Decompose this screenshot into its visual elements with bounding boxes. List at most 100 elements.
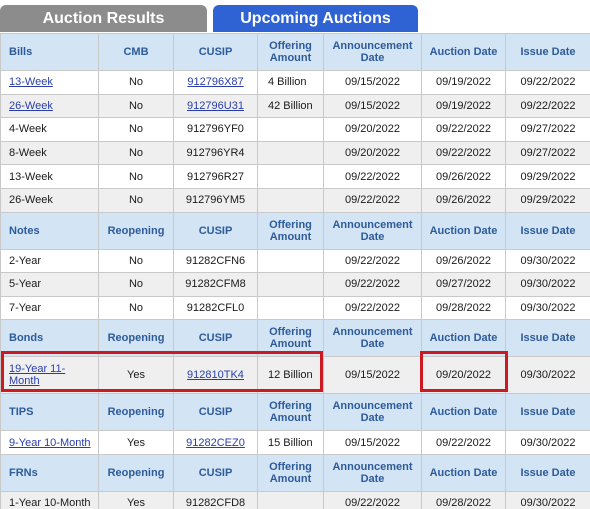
tab-auction-results[interactable]: Auction Results xyxy=(0,5,207,32)
auction-tabs: Auction Results Upcoming Auctions xyxy=(0,0,590,33)
flag-cell: No xyxy=(98,70,174,95)
cusip-cell: 912796YF0 xyxy=(173,117,258,142)
cusip-link[interactable]: 912810TK4 xyxy=(187,369,244,382)
table-row: 13-Week No 912796X87 4 Billion 09/15/2022 09/… xyxy=(0,70,590,95)
flag-cell: Yes xyxy=(98,490,174,509)
auction-date-cell: 09/20/2022 xyxy=(421,356,506,395)
auction-date-cell: 09/19/2022 xyxy=(421,70,506,95)
table-row: 4-Week No 912796YF0 09/20/2022 09/22/2022 09/… xyxy=(0,117,590,142)
announcement-date-header: Announcement Date xyxy=(323,211,422,250)
security-term-link[interactable]: 19-Year 11-Month xyxy=(9,363,66,388)
cusip-header: CUSIP xyxy=(173,393,258,432)
term-cell: 8-Week xyxy=(0,140,99,166)
table-row: 26-Week No 912796YM5 09/22/2022 09/26/2022 09… xyxy=(0,187,590,213)
table-row: 8-Week No 912796YR4 09/20/2022 09/22/2022 09/… xyxy=(0,140,590,166)
auction-date-header: Auction Date xyxy=(421,319,506,358)
flag-header: Reopening xyxy=(98,211,174,250)
offering-amount-cell: 4 Billion xyxy=(257,70,324,95)
offering-amount-header: Offering Amount xyxy=(257,33,324,71)
announcement-date-cell: 09/22/2022 xyxy=(323,295,422,321)
term-cell: 13-Week xyxy=(0,70,99,95)
cusip-cell: 912810TK4 xyxy=(173,356,258,395)
offering-amount-cell xyxy=(257,490,324,509)
auction-date-header: Auction Date xyxy=(421,33,506,71)
offering-amount-cell xyxy=(257,295,324,321)
cusip-header: CUSIP xyxy=(173,211,258,250)
auction-date-cell: 09/19/2022 xyxy=(421,93,506,119)
tab-upcoming-auctions[interactable]: Upcoming Auctions xyxy=(213,5,418,32)
announcement-date-header: Announcement Date xyxy=(323,453,422,492)
announcement-date-cell: 09/20/2022 xyxy=(323,117,422,142)
issue-date-cell: 09/30/2022 xyxy=(505,272,590,297)
cusip-cell: 91282CEZ0 xyxy=(173,430,258,455)
flag-header: Reopening xyxy=(98,393,174,432)
announcement-date-cell: 09/22/2022 xyxy=(323,272,422,297)
cusip-header: CUSIP xyxy=(173,33,258,71)
offering-amount-cell xyxy=(257,248,324,274)
announcement-date-header: Announcement Date xyxy=(323,33,422,71)
announcement-date-cell: 09/15/2022 xyxy=(323,70,422,95)
cusip-cell: 91282CFL0 xyxy=(173,295,258,321)
auction-date-cell: 09/22/2022 xyxy=(421,430,506,455)
table-row: 5-Year No 91282CFM8 09/22/2022 09/27/2022 09/… xyxy=(0,272,590,297)
flag-cell: No xyxy=(98,140,174,166)
issue-date-cell: 09/22/2022 xyxy=(505,93,590,119)
security-term-link[interactable]: 26-Week xyxy=(9,99,53,112)
issue-date-header: Issue Date xyxy=(505,319,590,358)
issue-date-header: Issue Date xyxy=(505,211,590,250)
offering-amount-cell xyxy=(257,140,324,166)
section-header-row: Notes Reopening CUSIP Offering Amount Announ… xyxy=(0,211,590,250)
cusip-cell: 912796YM5 xyxy=(173,187,258,213)
security-term-link[interactable]: 9-Year 10-Month xyxy=(9,436,91,449)
security-type-header: Bonds xyxy=(0,319,99,358)
auction-date-cell: 09/22/2022 xyxy=(421,140,506,166)
offering-amount-cell xyxy=(257,187,324,213)
announcement-date-cell: 09/15/2022 xyxy=(323,356,422,395)
flag-cell: No xyxy=(98,272,174,297)
announcement-date-cell: 09/20/2022 xyxy=(323,140,422,166)
auction-date-header: Auction Date xyxy=(421,211,506,250)
flag-header: CMB xyxy=(98,33,174,71)
table-row: 7-Year No 91282CFL0 09/22/2022 09/28/2022 09/… xyxy=(0,295,590,321)
auction-date-cell: 09/26/2022 xyxy=(421,248,506,274)
auction-date-header: Auction Date xyxy=(421,393,506,432)
auction-date-cell: 09/28/2022 xyxy=(421,490,506,509)
announcement-date-header: Announcement Date xyxy=(323,319,422,358)
term-cell: 1-Year 10-Month xyxy=(0,490,99,509)
term-cell: 4-Week xyxy=(0,117,99,142)
flag-cell: No xyxy=(98,164,174,189)
security-term-link[interactable]: 13-Week xyxy=(9,76,53,89)
section-header-row: TIPS Reopening CUSIP Offering Amount Announc… xyxy=(0,393,590,432)
cusip-cell: 912796U31 xyxy=(173,93,258,119)
security-type-header: Bills xyxy=(0,33,99,71)
announcement-date-cell: 09/15/2022 xyxy=(323,430,422,455)
table-row: 9-Year 10-Month Yes 91282CEZ0 15 Billion 09/… xyxy=(0,430,590,455)
offering-amount-cell xyxy=(257,272,324,297)
offering-amount-header: Offering Amount xyxy=(257,319,324,358)
cusip-cell: 912796YR4 xyxy=(173,140,258,166)
offering-amount-header: Offering Amount xyxy=(257,211,324,250)
announcement-date-cell: 09/22/2022 xyxy=(323,187,422,213)
flag-cell: No xyxy=(98,117,174,142)
cusip-link[interactable]: 912796X87 xyxy=(187,76,244,89)
issue-date-cell: 09/27/2022 xyxy=(505,140,590,166)
section-header-row: FRNs Reopening CUSIP Offering Amount Announc… xyxy=(0,453,590,492)
flag-cell: Yes xyxy=(98,430,174,455)
issue-date-cell: 09/30/2022 xyxy=(505,248,590,274)
term-cell: 26-Week xyxy=(0,93,99,119)
auction-date-cell: 09/27/2022 xyxy=(421,272,506,297)
offering-amount-cell xyxy=(257,117,324,142)
cusip-link[interactable]: 912796U31 xyxy=(187,99,244,112)
cusip-link[interactable]: 91282CEZ0 xyxy=(186,436,245,449)
offering-amount-cell: 15 Billion xyxy=(257,430,324,455)
security-type-header: FRNs xyxy=(0,453,99,492)
term-cell: 9-Year 10-Month xyxy=(0,430,99,455)
term-cell: 26-Week xyxy=(0,187,99,213)
issue-date-cell: 09/30/2022 xyxy=(505,295,590,321)
upcoming-auctions-table: Bills CMB CUSIP Offering Amount Announcement… xyxy=(0,33,590,509)
term-cell: 19-Year 11-Month xyxy=(0,356,99,395)
table-body: Bills CMB CUSIP Offering Amount Announcement… xyxy=(0,33,590,509)
auction-date-cell: 09/28/2022 xyxy=(421,295,506,321)
issue-date-cell: 09/22/2022 xyxy=(505,70,590,95)
announcement-date-header: Announcement Date xyxy=(323,393,422,432)
